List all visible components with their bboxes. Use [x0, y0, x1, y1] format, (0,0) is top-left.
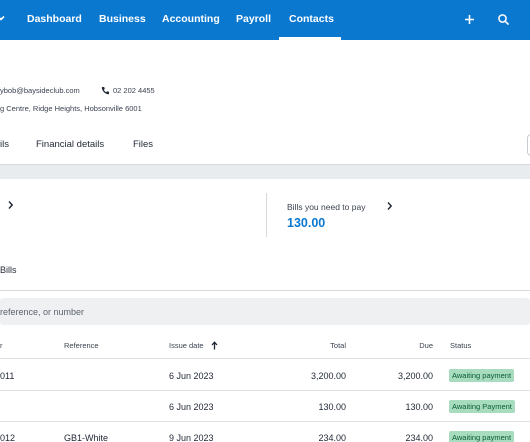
nav-item-contacts[interactable]: Contacts	[289, 13, 334, 25]
column-header-status[interactable]: Status	[450, 341, 472, 350]
nav-item-payroll[interactable]: Payroll	[236, 13, 272, 25]
tab-files[interactable]: Files	[133, 139, 154, 150]
bills-to-pay-amount: 130.00	[287, 216, 326, 230]
chevron-down-icon[interactable]	[0, 14, 5, 22]
section-divider	[0, 164, 530, 179]
column-header-number[interactable]: r	[0, 341, 3, 350]
chevron-right-icon[interactable]	[7, 200, 14, 210]
search-input[interactable]	[0, 298, 530, 325]
tab-details[interactable]: ils	[0, 139, 9, 150]
contact-email[interactable]: ybob@baysideclub.com	[0, 86, 80, 95]
row-total: 234.00	[318, 433, 346, 442]
contact-phone: 02 202 4455	[113, 86, 155, 95]
row-divider	[0, 358, 530, 359]
row-due: 234.00	[405, 433, 433, 442]
status-badge: Awaiting payment	[449, 369, 515, 382]
row-issue-date: 9 Jun 2023	[169, 433, 214, 442]
phone-icon	[101, 87, 109, 95]
column-header-issue-date[interactable]: Issue date	[169, 341, 204, 350]
row-due: 3,200.00	[397, 371, 433, 381]
search-icon[interactable]	[497, 13, 510, 26]
search-placeholder: reference, or number	[0, 307, 85, 317]
column-header-due[interactable]: Due	[419, 341, 433, 350]
row-number[interactable]: 012	[0, 433, 16, 442]
nav-item-dashboard[interactable]: Dashboard	[27, 13, 82, 25]
top-navigation-bar: Dashboard Business Accounting Payroll Co…	[0, 0, 530, 40]
row-total: 3,200.00	[310, 371, 346, 381]
chevron-right-icon[interactable]	[386, 201, 393, 211]
plus-icon[interactable]	[463, 13, 476, 26]
bills-to-pay-label[interactable]: Bills you need to pay	[287, 202, 366, 212]
bills-section-title[interactable]: Bills	[0, 265, 17, 275]
status-badge: Awaiting Payment	[449, 400, 515, 413]
column-header-reference[interactable]: Reference	[64, 341, 99, 350]
row-issue-date: 6 Jun 2023	[169, 402, 214, 412]
row-due: 130.00	[405, 402, 433, 412]
tab-financial-details[interactable]: Financial details	[36, 139, 105, 150]
row-number[interactable]: 011	[0, 371, 15, 381]
row-issue-date: 6 Jun 2023	[169, 371, 214, 381]
row-divider	[0, 421, 530, 422]
divider	[0, 290, 530, 291]
contact-address: g Centre, Ridge Heights, Hobsonville 600…	[0, 104, 142, 113]
active-nav-indicator	[279, 37, 341, 40]
status-badge: Awaiting payment	[449, 431, 515, 442]
options-button[interactable]	[527, 134, 530, 156]
nav-item-business[interactable]: Business	[99, 13, 146, 25]
sort-ascending-icon[interactable]	[211, 341, 218, 350]
nav-item-accounting[interactable]: Accounting	[162, 13, 220, 25]
row-total: 130.00	[318, 402, 346, 412]
summary-divider	[266, 193, 267, 237]
row-divider	[0, 390, 530, 391]
column-header-total[interactable]: Total	[330, 341, 346, 350]
row-reference: GB1-White	[64, 433, 109, 442]
